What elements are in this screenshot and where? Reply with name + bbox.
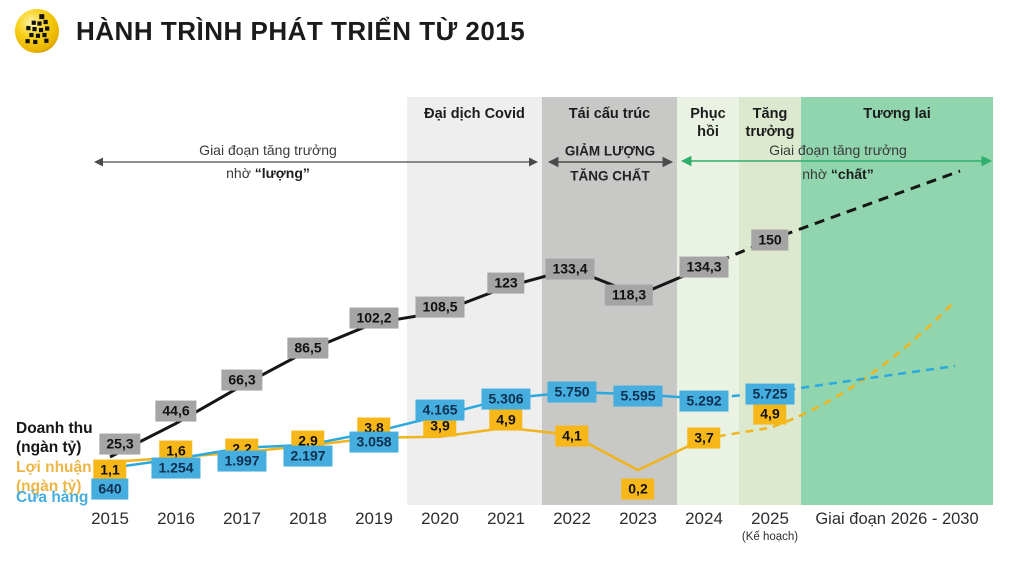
x-axis-label: 2017 [223,509,261,528]
phase-right-caption-line1: Giai đoạn tăng trưởng [769,142,907,158]
phase-band-label: Phục hồi [690,106,726,141]
value-label: 3.058 [349,431,399,453]
value-label: 3,7 [687,427,721,449]
value-label: 118,3 [604,284,654,306]
value-label: 1,6 [159,440,193,462]
value-label: 102,2 [349,307,399,329]
value-label: 1,1 [93,459,127,481]
series-line-solid [109,390,705,470]
phase-band-label: Tăng trưởng [745,106,795,141]
restructure-caption-top: GIẢM LƯỢNG [564,143,656,159]
phase-band-label: Đại dịch Covid [424,106,525,122]
x-axis-label: 2021 [487,509,525,528]
legend-revenue: Doanh thu (ngàn tỷ) [16,420,93,456]
legend-profit: Lợi nhuận (ngàn tỷ) [16,459,92,495]
value-label: 5.750 [547,381,597,403]
phase-left-caption-line1: Giai đoạn tăng trưởng [199,142,337,158]
value-label: 3,9 [423,415,457,437]
legend-stores: Cửa hàng [16,489,89,506]
value-label: 5.292 [679,390,729,412]
future-period-label: Giai đoạn 2026 - 2030 [815,510,979,528]
value-label: 2.197 [283,445,333,467]
header: HÀNH TRÌNH PHÁT TRIỂN TỪ 2015 [14,8,525,54]
value-label: 4.165 [415,399,465,421]
x-axis-label: 2022 [553,509,591,528]
phase-right-caption-line2: nhờ “chất” [802,166,874,182]
value-label: 4,9 [489,409,523,431]
x-axis-label: 2023 [619,509,657,528]
value-label: 66,3 [221,369,263,391]
series-line-solid [109,265,705,459]
series-line-solid [109,426,705,472]
value-label: 5.595 [613,385,663,407]
x-axis-label: 2019 [355,509,393,528]
x-axis-label: 2015 [91,509,129,528]
value-label: 25,3 [99,433,141,455]
x-axis-label: 2016 [157,509,195,528]
value-label: 108,5 [415,296,465,318]
x-axis-label: 2024 [685,509,723,528]
series-line-projection [703,300,956,440]
value-label: 4,1 [555,425,589,447]
value-label: 123 [487,272,525,294]
value-label: 1.254 [151,457,201,479]
plan-note: (Kế hoạch) [741,531,799,543]
value-label: 133,4 [545,258,595,280]
value-label: 86,5 [287,337,329,359]
value-label: 44,6 [155,400,197,422]
pixel-runner-icon [14,8,60,54]
value-label: 5.725 [745,383,795,405]
value-label: 134,3 [679,256,729,278]
value-label: 1.997 [217,450,267,472]
value-label: 4,9 [753,403,787,425]
value-label: 640 [91,478,129,500]
page-title: HÀNH TRÌNH PHÁT TRIỂN TỪ 2015 [76,15,526,46]
value-label: 5.306 [481,388,531,410]
series-line-projection [703,169,961,269]
x-axis-label: 2020 [421,509,459,528]
restructure-caption-bottom: TĂNG CHẤT [570,168,650,184]
phase-left-caption-line2: nhờ “lượng” [226,165,310,181]
phase-band-label: Tương lai [863,106,931,122]
x-axis-label: 2025 [751,509,789,528]
value-label: 150 [751,229,789,251]
series-line-projection [703,364,956,401]
x-axis-label: 2018 [289,509,327,528]
value-label: 0,2 [621,478,655,500]
phase-band-label: Tái cấu trúc [568,106,651,122]
